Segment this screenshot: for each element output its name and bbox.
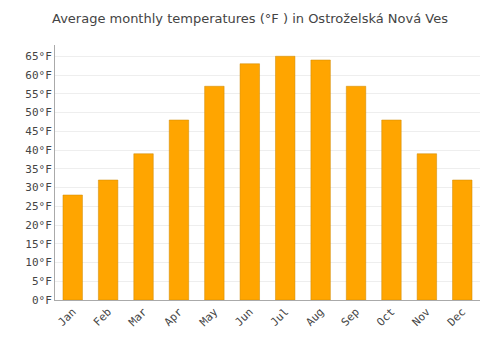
svg-text:20°F: 20°F — [25, 219, 52, 232]
svg-text:40°F: 40°F — [25, 144, 52, 157]
svg-text:Average monthly temperatures (: Average monthly temperatures (°F ) in Os… — [52, 11, 448, 26]
svg-text:45°F: 45°F — [25, 125, 52, 138]
svg-text:Nov: Nov — [410, 305, 434, 329]
svg-text:60°F: 60°F — [25, 69, 52, 82]
svg-text:Apr: Apr — [162, 305, 186, 329]
svg-text:May: May — [197, 305, 221, 329]
svg-text:0°F: 0°F — [32, 294, 52, 307]
svg-text:15°F: 15°F — [25, 238, 52, 251]
svg-text:Jan: Jan — [55, 306, 78, 329]
svg-text:10°F: 10°F — [25, 256, 52, 269]
svg-text:Sep: Sep — [339, 306, 362, 329]
svg-text:Mar: Mar — [126, 305, 150, 329]
svg-text:55°F: 55°F — [25, 88, 52, 101]
svg-text:5°F: 5°F — [32, 275, 52, 288]
svg-text:Jul: Jul — [268, 306, 291, 329]
svg-text:50°F: 50°F — [25, 106, 52, 119]
svg-text:35°F: 35°F — [25, 163, 52, 176]
svg-text:30°F: 30°F — [25, 181, 52, 194]
svg-text:Jun: Jun — [233, 306, 256, 329]
svg-text:65°F: 65°F — [25, 50, 52, 63]
svg-text:25°F: 25°F — [25, 200, 52, 213]
svg-text:Oct: Oct — [374, 306, 397, 329]
svg-text:Feb: Feb — [91, 306, 114, 329]
svg-text:Dec: Dec — [445, 306, 468, 329]
svg-text:Aug: Aug — [303, 306, 326, 329]
